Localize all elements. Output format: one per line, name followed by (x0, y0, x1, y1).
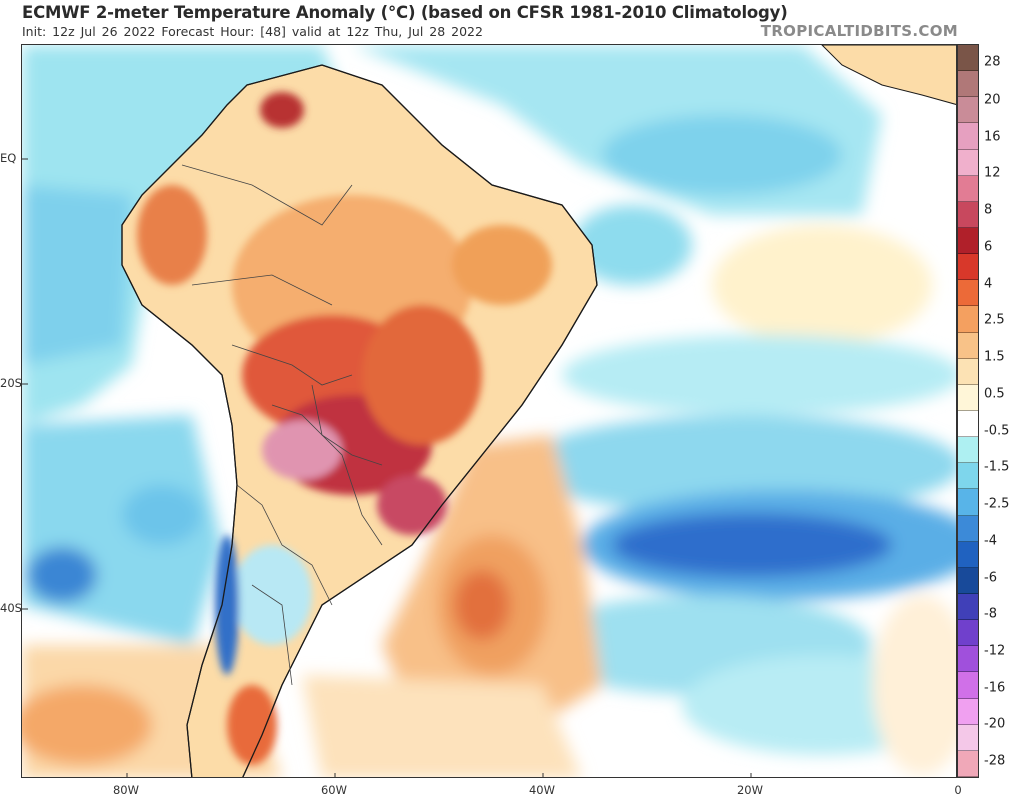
colorbar-label: -0.5 (984, 423, 1010, 439)
colorbar-swatch (958, 332, 978, 359)
colorbar-swatch (958, 149, 978, 176)
colorbar-swatch (958, 437, 978, 464)
colorbar-label: 4 (984, 276, 993, 292)
colorbar-label: -20 (984, 716, 1006, 732)
colorbar-swatch (958, 620, 978, 647)
colorbar-swatch (958, 45, 978, 72)
colorbar-swatch (958, 463, 978, 490)
map-frame (21, 44, 957, 778)
colorbar-label: -12 (984, 643, 1006, 659)
colorbar-swatch (958, 228, 978, 255)
lon-label-40w: 40W (528, 783, 556, 797)
colorbar-label: 0.5 (984, 386, 1005, 402)
lat-label-eq: EQ (0, 151, 17, 165)
lon-label-0: 0 (954, 783, 962, 797)
colorbar-label: -6 (984, 570, 997, 586)
colorbar-swatch (958, 254, 978, 281)
colorbar-label: -16 (984, 680, 1006, 696)
colorbar-swatch (958, 750, 978, 777)
land-anomaly-fields (137, 92, 552, 765)
colorbar-label: -2.5 (984, 496, 1010, 512)
colorbar-swatch (958, 489, 978, 516)
colorbar-swatch (958, 698, 978, 725)
colorbar-swatch (958, 646, 978, 673)
colorbar-swatch (958, 280, 978, 307)
colorbar-swatch (958, 123, 978, 150)
lat-label-40s: 40S (0, 601, 22, 615)
lon-label-80w: 80W (112, 783, 140, 797)
colorbar-label: 16 (984, 129, 1001, 145)
colorbar-label: -28 (984, 753, 1006, 769)
colorbar-swatch (958, 594, 978, 621)
coastline (121, 64, 598, 777)
colorbar-swatch (958, 71, 978, 98)
colorbar-label: 2.5 (984, 312, 1005, 328)
colorbar-label: 8 (984, 202, 993, 218)
africa-land (821, 45, 956, 105)
colorbar-swatch (958, 515, 978, 542)
colorbar-label: 6 (984, 239, 993, 255)
colorbar-label: -1.5 (984, 459, 1010, 475)
map-subtitle: Init: 12z Jul 26 2022 Forecast Hour: [48… (22, 24, 483, 39)
colorbar-swatch (958, 175, 978, 202)
colorbar-label: -4 (984, 533, 997, 549)
colorbar-swatch (958, 541, 978, 568)
colorbar-swatch (958, 724, 978, 751)
colorbar-swatch (958, 358, 978, 385)
colorbar-swatch (958, 411, 978, 438)
axis-ticks (22, 158, 752, 777)
map-title: ECMWF 2-meter Temperature Anomaly (°C) (… (22, 3, 788, 22)
lon-label-60w: 60W (320, 783, 348, 797)
colorbar (957, 44, 979, 778)
country-borders (181, 164, 383, 686)
ocean-anomaly-fields (22, 45, 956, 777)
colorbar-label: 28 (984, 54, 1001, 70)
colorbar-label: 20 (984, 92, 1001, 108)
colorbar-swatch (958, 201, 978, 228)
colorbar-swatch (958, 567, 978, 594)
colorbar-swatch (958, 97, 978, 124)
lon-label-20w: 20W (736, 783, 764, 797)
colorbar-swatch (958, 384, 978, 411)
colorbar-label: 1.5 (984, 349, 1005, 365)
colorbar-label: -8 (984, 606, 997, 622)
anomaly-map (22, 45, 956, 777)
brand-watermark: TROPICALTIDBITS.COM (760, 22, 958, 40)
colorbar-label: 12 (984, 165, 1001, 181)
colorbar-swatch (958, 306, 978, 333)
lat-label-20s: 20S (0, 376, 22, 390)
colorbar-swatch (958, 672, 978, 699)
